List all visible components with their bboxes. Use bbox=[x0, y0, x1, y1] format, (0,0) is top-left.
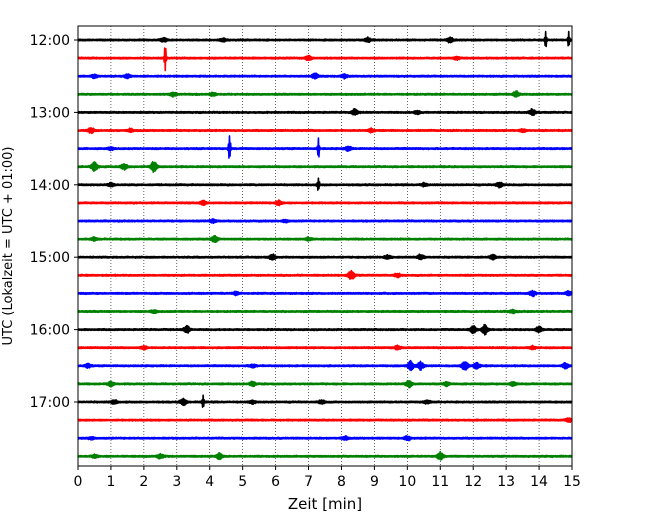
plot-frame bbox=[77, 25, 573, 467]
trace-line bbox=[77, 323, 573, 336]
grid-layer bbox=[110, 26, 540, 466]
x-tick-label: 6 bbox=[271, 474, 280, 490]
trace-layer bbox=[77, 30, 573, 461]
trace-line bbox=[77, 253, 573, 261]
trace-line bbox=[77, 177, 573, 191]
trace-line bbox=[77, 308, 573, 315]
trace-line bbox=[77, 47, 573, 72]
y-axis-label: UTC (Lokalzeit = UTC + 01:00) bbox=[1, 147, 16, 346]
trace-line bbox=[77, 90, 573, 98]
x-tick-label: 10 bbox=[398, 474, 416, 490]
x-axis: 0 1 2 3 4 5 6 7 8 9 10 11 12 13 14 15 bbox=[74, 466, 581, 490]
trace-line bbox=[77, 161, 573, 173]
x-tick-label: 9 bbox=[370, 474, 379, 490]
trace-line bbox=[77, 450, 573, 461]
trace-line bbox=[77, 107, 573, 117]
x-axis-label: Zeit [min] bbox=[288, 495, 362, 513]
y-tick-label: 15:00 bbox=[30, 250, 70, 266]
trace-line bbox=[77, 289, 573, 298]
trace-line bbox=[77, 344, 573, 351]
x-tick-label: 1 bbox=[106, 474, 115, 490]
x-tick-label: 8 bbox=[337, 474, 346, 490]
x-tick-label: 3 bbox=[172, 474, 181, 490]
x-tick-label: 5 bbox=[238, 474, 247, 490]
trace-line bbox=[77, 72, 573, 80]
trace-line bbox=[77, 269, 573, 280]
trace-line bbox=[77, 394, 573, 408]
trace-line bbox=[77, 379, 573, 389]
trace-line bbox=[77, 135, 573, 159]
y-tick-label: 17:00 bbox=[30, 395, 70, 411]
trace-line bbox=[77, 127, 573, 135]
x-tick-label: 2 bbox=[139, 474, 148, 490]
x-tick-label: 13 bbox=[497, 474, 515, 490]
trace-line bbox=[77, 234, 573, 244]
y-tick-label: 16:00 bbox=[30, 323, 70, 339]
y-tick-label: 14:00 bbox=[30, 178, 70, 194]
x-tick-label: 14 bbox=[530, 474, 548, 490]
trace-line bbox=[77, 30, 573, 48]
trace-line bbox=[77, 434, 573, 442]
trace-line bbox=[77, 417, 573, 424]
x-tick-label: 0 bbox=[74, 474, 83, 490]
x-tick-label: 12 bbox=[464, 474, 482, 490]
y-tick-label: 12:00 bbox=[30, 33, 70, 49]
trace-line bbox=[77, 359, 573, 372]
x-tick-label: 15 bbox=[563, 474, 581, 490]
y-axis: 12:00 13:00 14:00 15:00 16:00 17:00 bbox=[30, 33, 78, 411]
x-tick-label: 4 bbox=[205, 474, 214, 490]
trace-line bbox=[77, 199, 573, 207]
x-tick-label: 11 bbox=[431, 474, 449, 490]
x-tick-label: 7 bbox=[304, 474, 313, 490]
y-tick-label: 13:00 bbox=[30, 105, 70, 121]
trace-line bbox=[77, 218, 573, 225]
